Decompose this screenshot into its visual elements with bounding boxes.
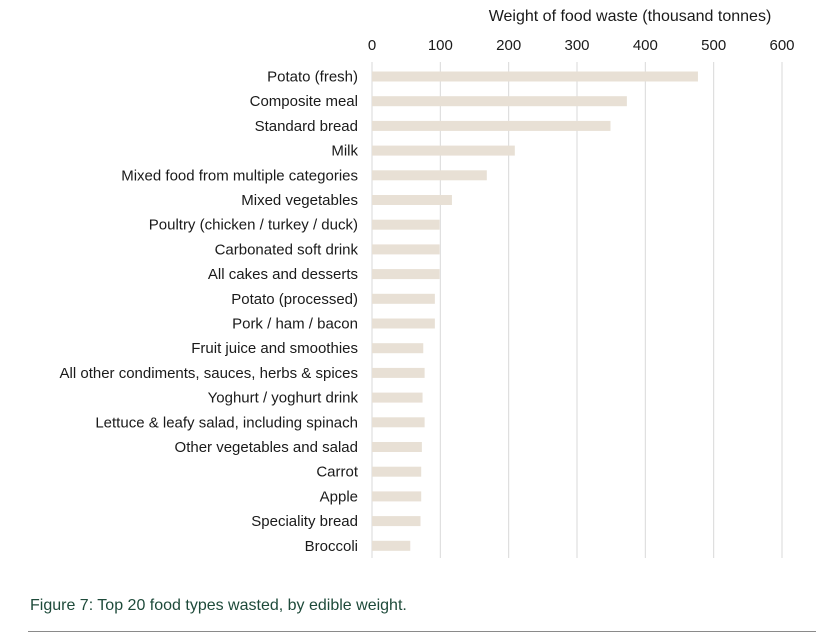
bar [372,244,440,255]
x-tick-label: 200 [496,37,521,54]
category-label: Speciality bread [251,513,358,530]
category-label: Lettuce & leafy salad, including spinach [95,414,358,431]
x-tick-label: 300 [564,37,589,54]
bar [372,120,611,131]
bar [372,170,487,181]
category-label: All other condiments, sauces, herbs & sp… [60,365,358,382]
category-label: Mixed vegetables [241,192,358,209]
category-label: Poultry (chicken / turkey / duck) [149,217,358,234]
category-label: Fruit juice and smoothies [191,340,358,357]
bar [372,442,422,452]
category-label: Carbonated soft drink [215,241,359,258]
bar [372,269,440,280]
bar [372,516,421,527]
category-label: Standard bread [255,118,358,135]
bar [372,417,425,428]
x-tick-label: 500 [701,37,726,54]
category-label: Broccoli [305,538,358,555]
bar [372,491,422,502]
caption-divider [28,631,816,632]
bar [372,219,440,230]
x-axis-ticks: 0 100 200 300 400 500 600 [368,37,795,54]
bar [372,293,435,304]
bar [372,71,698,82]
category-label: Yoghurt / yoghurt drink [208,390,359,407]
category-label: Potato (processed) [231,291,358,308]
category-label: Pork / ham / bacon [232,316,358,333]
category-label: Milk [331,143,358,160]
bar [372,145,515,156]
bar [372,96,627,107]
bar [372,466,422,477]
bar [372,367,425,378]
x-axis-title: Weight of food waste (thousand tonnes) [489,8,772,25]
category-label: Other vegetables and salad [175,439,358,456]
category-label: Potato (fresh) [267,69,358,86]
category-label: Mixed food from multiple categories [121,167,358,184]
x-tick-label: 100 [428,37,453,54]
x-tick-label: 0 [368,37,376,54]
bar [372,392,423,403]
bar [372,343,424,354]
category-label: All cakes and desserts [208,266,358,283]
bar-chart: 0 100 200 300 400 500 600 Potato (fresh) Compos… [60,8,795,558]
x-tick-label: 400 [633,37,658,54]
category-label: Composite meal [250,93,358,110]
gridlines [371,62,783,558]
category-label: Apple [320,488,358,505]
x-tick-label: 600 [769,37,794,54]
bars [372,71,698,551]
category-label: Carrot [316,464,359,481]
category-labels: Potato (fresh) Composite meal Standard bre… [60,69,359,555]
figure-caption: Figure 7: Top 20 food types wasted, by e… [30,597,407,614]
bar [372,540,411,551]
bar [372,195,452,205]
bar [372,318,435,329]
